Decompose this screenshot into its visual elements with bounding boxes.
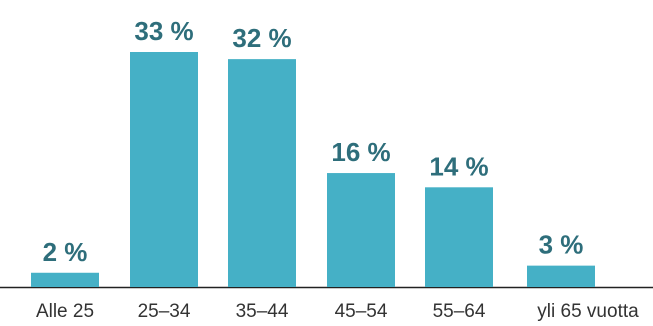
x-tick-label-5: yli 65 vuotta [537, 301, 639, 322]
x-tick-label-3: 45–54 [335, 301, 388, 322]
x-tick-label-4: 55–64 [433, 301, 486, 322]
bar-5 [527, 265, 595, 287]
x-tick-label-2: 35–44 [236, 301, 289, 322]
bar-4 [425, 187, 493, 287]
bar-0 [31, 272, 99, 287]
data-label-3: 16 % [331, 137, 390, 167]
x-tick-label-1: 25–34 [138, 301, 191, 322]
bar-3 [327, 173, 395, 287]
bar-2 [228, 59, 296, 287]
data-label-4: 14 % [429, 151, 488, 181]
data-label-2: 32 % [232, 23, 291, 53]
data-label-5: 3 % [539, 230, 584, 260]
bar-1 [130, 52, 198, 287]
data-label-0: 2 % [43, 237, 88, 267]
x-tick-label-0: Alle 25 [36, 301, 94, 322]
data-label-1: 33 % [134, 16, 193, 46]
